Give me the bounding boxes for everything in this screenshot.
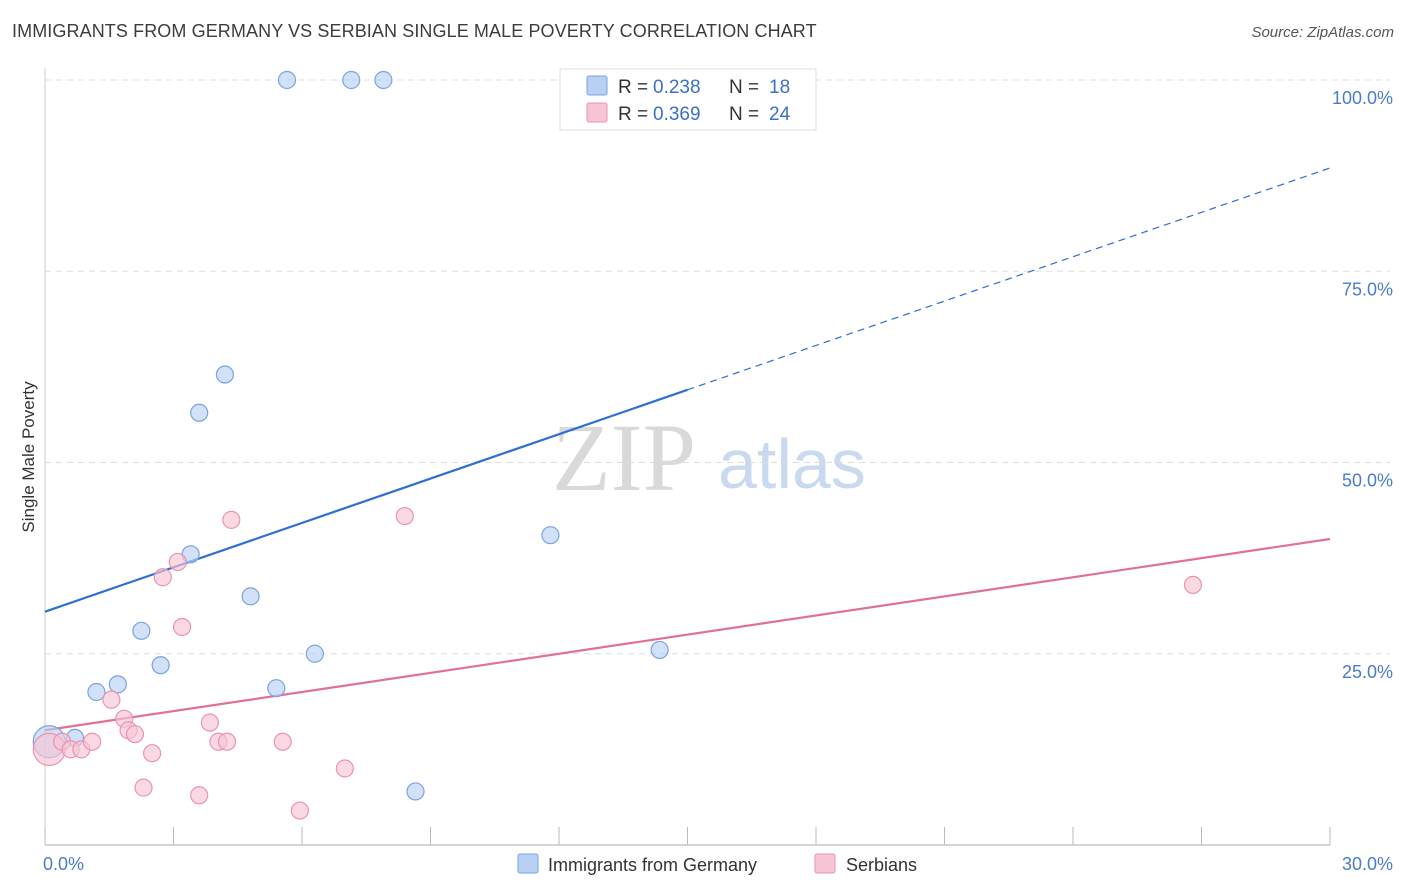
data-point-blue-17 <box>650 640 669 660</box>
y-tick-label-2: 75.0% <box>1342 279 1393 299</box>
data-point-pink-19 <box>273 732 292 751</box>
legend-r-label-germany: R = <box>618 77 648 98</box>
data-point-pink-8 <box>125 724 145 744</box>
data-point-blue-7 <box>190 403 209 422</box>
data-point-blue-9 <box>241 587 260 606</box>
data-point-blue-2 <box>87 682 106 702</box>
data-point-pink-15 <box>200 713 220 732</box>
legend-n-label-serbians: N = <box>729 104 759 125</box>
axes <box>44 68 1331 846</box>
data-point-pink-5 <box>102 690 121 709</box>
y-tick-label-1: 50.0% <box>1342 471 1393 491</box>
data-point-blue-5 <box>151 656 170 675</box>
data-point-pink-14 <box>190 786 209 805</box>
data-point-pink-20 <box>290 801 309 820</box>
legend-r-label-serbians: R = <box>618 104 648 125</box>
x-tick-label-1: 30.0% <box>1342 854 1393 874</box>
series-legend-swatch-germany <box>517 853 539 874</box>
data-point-pink-21 <box>335 759 354 778</box>
data-point-pink-18 <box>222 510 241 529</box>
data-point-blue-15 <box>406 782 425 801</box>
data-point-blue-11 <box>277 70 297 90</box>
data-points <box>32 70 1203 820</box>
data-point-pink-11 <box>153 568 172 587</box>
legend-swatch-serbians <box>586 102 608 123</box>
data-point-blue-8 <box>215 365 234 384</box>
data-point-pink-12 <box>168 552 187 572</box>
data-point-blue-4 <box>132 621 151 640</box>
data-point-pink-9 <box>134 778 153 797</box>
legend-n-label-germany: N = <box>729 77 759 98</box>
stats-legend: R = 0.238 N = 18 R = 0.369 N = 24 <box>559 68 817 131</box>
trend-line-blue <box>44 388 688 613</box>
series-legend: Immigrants from Germany Serbians <box>517 853 917 875</box>
legend-r-value-germany: 0.238 <box>653 77 701 98</box>
trend-line-extension-blue <box>687 167 1331 391</box>
trend-line-pink <box>44 537 1331 732</box>
data-point-blue-12 <box>305 644 324 663</box>
data-point-pink-17 <box>217 732 237 751</box>
watermark-zip: ZIP <box>552 404 696 511</box>
x-tick-label-0: 0.0% <box>43 854 84 874</box>
trend-lines <box>44 167 1331 732</box>
y-axis-title: Single Male Poverty <box>19 381 38 533</box>
data-point-blue-3 <box>108 675 127 694</box>
data-point-blue-13 <box>342 70 361 90</box>
legend-n-value-germany: 18 <box>769 77 790 98</box>
source-credit: Source: ZipAtlas.com <box>1251 24 1394 41</box>
series-legend-label-serbians: Serbians <box>846 855 917 875</box>
series-legend-swatch-serbians <box>814 853 836 874</box>
data-point-pink-13 <box>172 617 192 637</box>
data-point-blue-10 <box>267 679 286 698</box>
data-point-pink-23 <box>1183 575 1203 595</box>
data-point-blue-16 <box>541 526 560 545</box>
watermark-atlas: atlas <box>718 425 866 503</box>
legend-r-value-serbians: 0.369 <box>653 104 701 125</box>
legend-swatch-germany <box>586 75 608 96</box>
series-legend-label-germany: Immigrants from Germany <box>548 855 757 875</box>
chart-title: IMMIGRANTS FROM GERMANY VS SERBIAN SINGL… <box>12 21 817 41</box>
legend-n-value-serbians: 24 <box>769 104 791 125</box>
data-point-blue-14 <box>374 70 393 90</box>
data-point-pink-22 <box>395 506 414 526</box>
data-point-pink-10 <box>142 744 162 763</box>
tick-labels: 25.0% 50.0% 75.0% 100.0% 0.0% 30.0% <box>43 88 1393 874</box>
y-tick-label-0: 25.0% <box>1342 662 1393 682</box>
data-point-pink-4 <box>83 732 102 751</box>
watermark: ZIP atlas <box>552 404 866 511</box>
grid-lines <box>45 79 1390 655</box>
y-tick-label-3: 100.0% <box>1332 88 1393 108</box>
